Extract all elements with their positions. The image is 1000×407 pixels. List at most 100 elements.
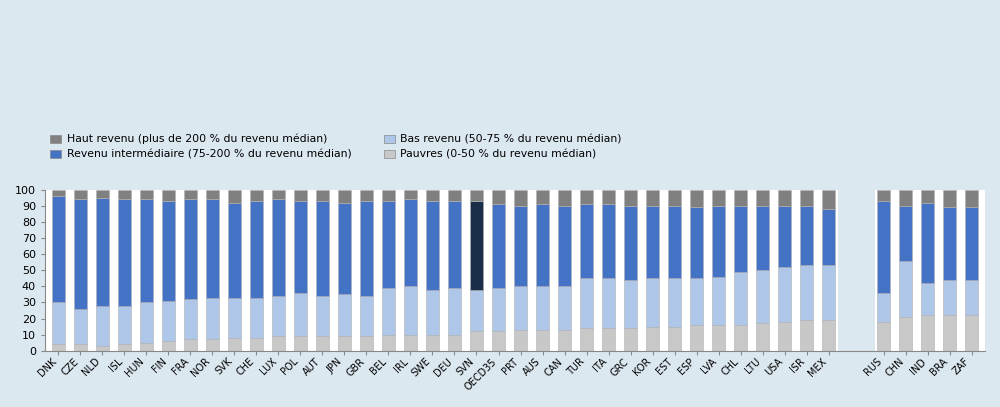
Bar xyxy=(382,335,395,351)
Bar xyxy=(338,190,351,203)
Bar xyxy=(448,288,461,335)
Bar xyxy=(602,190,615,204)
Bar xyxy=(822,265,835,320)
Bar xyxy=(921,283,934,315)
Bar xyxy=(184,190,197,199)
Bar xyxy=(294,201,307,293)
Bar xyxy=(382,288,395,335)
Bar xyxy=(646,278,659,326)
Bar xyxy=(52,302,65,344)
Bar xyxy=(838,190,875,351)
Bar xyxy=(294,336,307,351)
Bar xyxy=(514,206,527,287)
Bar xyxy=(140,343,153,351)
Bar xyxy=(272,190,285,199)
Bar xyxy=(272,199,285,296)
Bar xyxy=(668,278,681,326)
Bar xyxy=(712,325,725,351)
Bar xyxy=(448,201,461,288)
Bar xyxy=(184,299,197,339)
Bar xyxy=(272,336,285,351)
Bar xyxy=(558,330,571,351)
Bar xyxy=(404,190,417,199)
Bar xyxy=(965,190,978,208)
Bar xyxy=(690,278,703,325)
Bar xyxy=(800,206,813,265)
Bar xyxy=(690,325,703,351)
Bar xyxy=(668,326,681,351)
Bar xyxy=(162,341,175,351)
Bar xyxy=(822,209,835,265)
Bar xyxy=(624,190,637,206)
Bar xyxy=(250,298,263,338)
Bar xyxy=(118,199,131,306)
Bar xyxy=(778,206,791,267)
Bar xyxy=(426,190,439,201)
Bar xyxy=(206,190,219,199)
Bar xyxy=(756,270,769,324)
Bar xyxy=(899,206,912,260)
Bar xyxy=(404,199,417,287)
Bar xyxy=(74,344,87,351)
Bar xyxy=(74,199,87,309)
Bar xyxy=(899,190,912,206)
Bar xyxy=(162,190,175,201)
Bar xyxy=(162,201,175,301)
Bar xyxy=(316,336,329,351)
Bar xyxy=(756,190,769,206)
Bar xyxy=(514,287,527,330)
Legend: Haut revenu (plus de 200 % du revenu médian), Revenu intermédiaire (75-200 % du : Haut revenu (plus de 200 % du revenu méd… xyxy=(50,134,622,160)
Bar xyxy=(96,198,109,306)
Bar xyxy=(514,330,527,351)
Bar xyxy=(448,335,461,351)
Bar xyxy=(52,196,65,302)
Bar xyxy=(360,336,373,351)
Bar xyxy=(877,201,890,293)
Bar xyxy=(492,204,505,288)
Bar xyxy=(184,339,197,351)
Bar xyxy=(734,325,747,351)
Bar xyxy=(96,306,109,346)
Bar xyxy=(118,190,131,199)
Bar xyxy=(602,204,615,278)
Bar xyxy=(778,190,791,206)
Bar xyxy=(602,328,615,351)
Bar xyxy=(899,260,912,317)
Bar xyxy=(382,190,395,201)
Bar xyxy=(734,206,747,272)
Bar xyxy=(800,320,813,351)
Bar xyxy=(404,287,417,335)
Bar xyxy=(921,203,934,283)
Bar xyxy=(118,344,131,351)
Bar xyxy=(228,190,241,203)
Bar xyxy=(338,336,351,351)
Bar xyxy=(492,190,505,204)
Bar xyxy=(250,338,263,351)
Bar xyxy=(140,199,153,302)
Bar xyxy=(360,190,373,201)
Bar xyxy=(921,190,934,203)
Bar xyxy=(140,190,153,199)
Bar xyxy=(426,335,439,351)
Bar xyxy=(228,298,241,338)
Bar xyxy=(316,190,329,201)
Bar xyxy=(690,208,703,278)
Bar xyxy=(778,267,791,322)
Bar xyxy=(602,278,615,328)
Bar xyxy=(96,346,109,351)
Bar xyxy=(668,190,681,206)
Bar xyxy=(877,293,890,322)
Bar xyxy=(250,190,263,201)
Bar xyxy=(470,289,483,331)
Bar xyxy=(470,190,483,201)
Bar xyxy=(822,190,835,209)
Bar xyxy=(624,328,637,351)
Bar xyxy=(877,190,890,201)
Bar xyxy=(184,199,197,299)
Bar xyxy=(734,272,747,325)
Bar xyxy=(712,277,725,325)
Bar xyxy=(800,190,813,206)
Bar xyxy=(690,190,703,208)
Bar xyxy=(580,204,593,278)
Bar xyxy=(800,265,813,320)
